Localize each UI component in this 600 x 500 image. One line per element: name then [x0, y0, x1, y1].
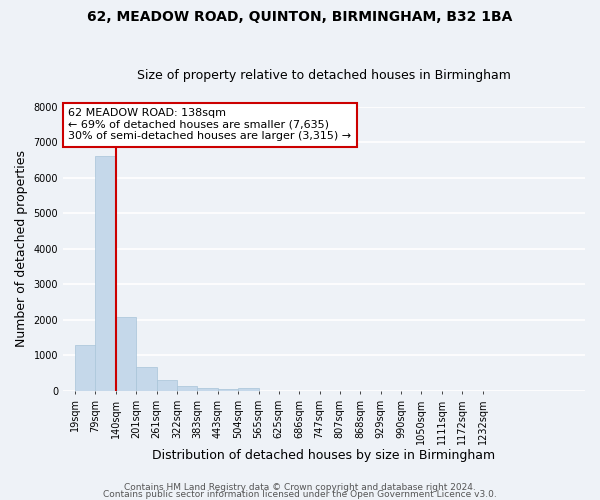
Bar — [157, 380, 177, 391]
Title: Size of property relative to detached houses in Birmingham: Size of property relative to detached ho… — [137, 69, 511, 82]
Bar — [197, 388, 218, 391]
Bar — [177, 386, 197, 391]
Bar — [218, 389, 238, 391]
Text: 62, MEADOW ROAD, QUINTON, BIRMINGHAM, B32 1BA: 62, MEADOW ROAD, QUINTON, BIRMINGHAM, B3… — [88, 10, 512, 24]
X-axis label: Distribution of detached houses by size in Birmingham: Distribution of detached houses by size … — [152, 450, 496, 462]
Bar — [238, 388, 259, 391]
Bar — [116, 317, 136, 391]
Text: Contains HM Land Registry data © Crown copyright and database right 2024.: Contains HM Land Registry data © Crown c… — [124, 484, 476, 492]
Text: 62 MEADOW ROAD: 138sqm
← 69% of detached houses are smaller (7,635)
30% of semi-: 62 MEADOW ROAD: 138sqm ← 69% of detached… — [68, 108, 352, 142]
Bar — [76, 344, 96, 391]
Bar — [136, 367, 157, 391]
Bar — [95, 156, 116, 391]
Y-axis label: Number of detached properties: Number of detached properties — [15, 150, 28, 348]
Text: Contains public sector information licensed under the Open Government Licence v3: Contains public sector information licen… — [103, 490, 497, 499]
